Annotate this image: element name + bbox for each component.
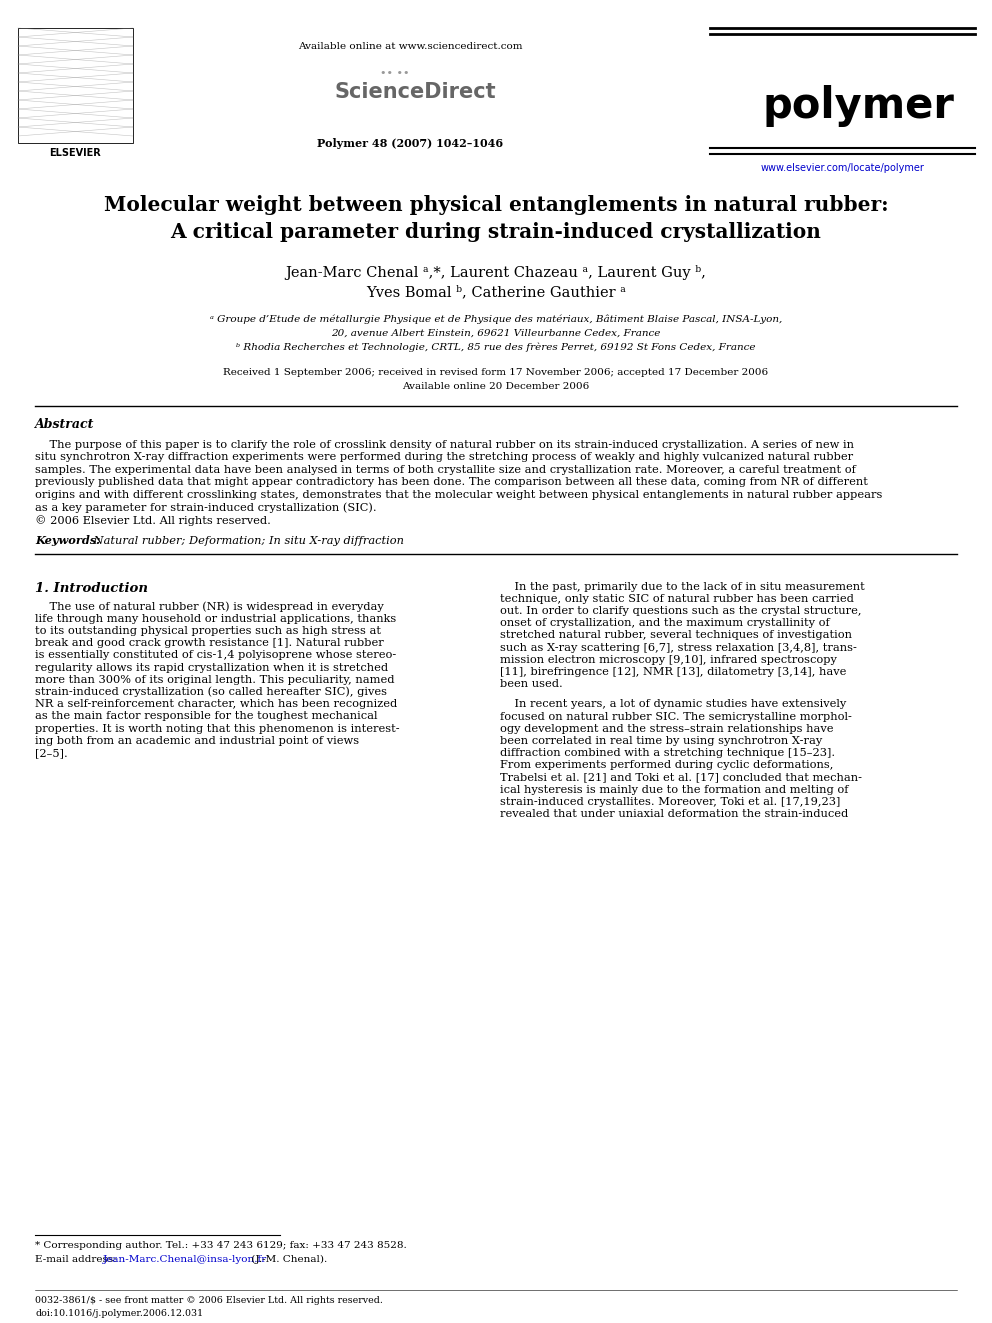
Text: previously published data that might appear contradictory has been done. The com: previously published data that might app… bbox=[35, 478, 868, 487]
Text: been used.: been used. bbox=[500, 679, 562, 689]
Text: regularity allows its rapid crystallization when it is stretched: regularity allows its rapid crystallizat… bbox=[35, 663, 388, 672]
Text: been correlated in real time by using synchrotron X-ray: been correlated in real time by using sy… bbox=[500, 736, 822, 746]
Text: samples. The experimental data have been analysed in terms of both crystallite s: samples. The experimental data have been… bbox=[35, 464, 856, 475]
Text: Yves Bomal ᵇ, Catherine Gauthier ᵃ: Yves Bomal ᵇ, Catherine Gauthier ᵃ bbox=[366, 284, 626, 299]
Text: ᵇ Rhodia Recherches et Technologie, CRTL, 85 rue des frères Perret, 69192 St Fon: ᵇ Rhodia Recherches et Technologie, CRTL… bbox=[236, 343, 756, 352]
Text: ical hysteresis is mainly due to the formation and melting of: ical hysteresis is mainly due to the for… bbox=[500, 785, 848, 795]
Text: www.elsevier.com/locate/polymer: www.elsevier.com/locate/polymer bbox=[761, 163, 925, 173]
Text: focused on natural rubber SIC. The semicrystalline morphol-: focused on natural rubber SIC. The semic… bbox=[500, 712, 852, 721]
Text: polymer: polymer bbox=[762, 85, 954, 127]
Text: mission electron microscopy [9,10], infrared spectroscopy: mission electron microscopy [9,10], infr… bbox=[500, 655, 837, 664]
Text: onset of crystallization, and the maximum crystallinity of: onset of crystallization, and the maximu… bbox=[500, 618, 829, 628]
Text: 1. Introduction: 1. Introduction bbox=[35, 582, 148, 594]
Bar bbox=[18, 28, 133, 143]
Text: Trabelsi et al. [21] and Toki et al. [17] concluded that mechan-: Trabelsi et al. [21] and Toki et al. [17… bbox=[500, 773, 862, 782]
Text: Available online 20 December 2006: Available online 20 December 2006 bbox=[403, 382, 589, 392]
Text: Molecular weight between physical entanglements in natural rubber:: Molecular weight between physical entang… bbox=[104, 194, 888, 216]
Text: as the main factor responsible for the toughest mechanical: as the main factor responsible for the t… bbox=[35, 712, 378, 721]
Text: properties. It is worth noting that this phenomenon is interest-: properties. It is worth noting that this… bbox=[35, 724, 400, 733]
Text: © 2006 Elsevier Ltd. All rights reserved.: © 2006 Elsevier Ltd. All rights reserved… bbox=[35, 515, 271, 525]
Text: more than 300% of its original length. This peculiarity, named: more than 300% of its original length. T… bbox=[35, 675, 395, 685]
Text: (J.-M. Chenal).: (J.-M. Chenal). bbox=[248, 1256, 327, 1263]
Text: ScienceDirect: ScienceDirect bbox=[334, 82, 496, 102]
Text: as a key parameter for strain-induced crystallization (SIC).: as a key parameter for strain-induced cr… bbox=[35, 503, 377, 513]
Text: From experiments performed during cyclic deformations,: From experiments performed during cyclic… bbox=[500, 761, 833, 770]
Text: 0032-3861/$ - see front matter © 2006 Elsevier Ltd. All rights reserved.: 0032-3861/$ - see front matter © 2006 El… bbox=[35, 1297, 383, 1304]
Text: Keywords:: Keywords: bbox=[35, 536, 100, 546]
Text: ogy development and the stress–strain relationships have: ogy development and the stress–strain re… bbox=[500, 724, 833, 734]
Text: Received 1 September 2006; received in revised form 17 November 2006; accepted 1: Received 1 September 2006; received in r… bbox=[223, 368, 769, 377]
Text: stretched natural rubber, several techniques of investigation: stretched natural rubber, several techni… bbox=[500, 630, 852, 640]
Text: •• ••: •• •• bbox=[380, 67, 410, 78]
Text: * Corresponding author. Tel.: +33 47 243 6129; fax: +33 47 243 8528.: * Corresponding author. Tel.: +33 47 243… bbox=[35, 1241, 407, 1250]
Text: 20, avenue Albert Einstein, 69621 Villeurbanne Cedex, France: 20, avenue Albert Einstein, 69621 Villeu… bbox=[331, 329, 661, 337]
Text: In the past, primarily due to the lack of in situ measurement: In the past, primarily due to the lack o… bbox=[500, 582, 865, 591]
Text: NR a self-reinforcement character, which has been recognized: NR a self-reinforcement character, which… bbox=[35, 699, 397, 709]
Text: strain-induced crystallites. Moreover, Toki et al. [17,19,23]: strain-induced crystallites. Moreover, T… bbox=[500, 796, 840, 807]
Text: [2–5].: [2–5]. bbox=[35, 747, 67, 758]
Text: The use of natural rubber (NR) is widespread in everyday: The use of natural rubber (NR) is widesp… bbox=[35, 602, 384, 613]
Text: life through many household or industrial applications, thanks: life through many household or industria… bbox=[35, 614, 396, 623]
Text: technique, only static SIC of natural rubber has been carried: technique, only static SIC of natural ru… bbox=[500, 594, 854, 603]
Text: ELSEVIER: ELSEVIER bbox=[50, 148, 101, 157]
Text: out. In order to clarify questions such as the crystal structure,: out. In order to clarify questions such … bbox=[500, 606, 861, 617]
Text: Natural rubber; Deformation; In situ X-ray diffraction: Natural rubber; Deformation; In situ X-r… bbox=[90, 536, 404, 545]
Text: In recent years, a lot of dynamic studies have extensively: In recent years, a lot of dynamic studie… bbox=[500, 700, 846, 709]
Text: revealed that under uniaxial deformation the strain-induced: revealed that under uniaxial deformation… bbox=[500, 810, 848, 819]
Text: origins and with different crosslinking states, demonstrates that the molecular : origins and with different crosslinking … bbox=[35, 490, 882, 500]
Text: The purpose of this paper is to clarify the role of crosslink density of natural: The purpose of this paper is to clarify … bbox=[35, 441, 854, 450]
Text: ᵃ Groupe d’Etude de métallurgie Physique et de Physique des matériaux, Bâtiment : ᵃ Groupe d’Etude de métallurgie Physique… bbox=[210, 315, 782, 324]
Text: A critical parameter during strain-induced crystallization: A critical parameter during strain-induc… bbox=[171, 222, 821, 242]
Text: [11], birefringence [12], NMR [13], dilatometry [3,14], have: [11], birefringence [12], NMR [13], dila… bbox=[500, 667, 846, 677]
Text: to its outstanding physical properties such as high stress at: to its outstanding physical properties s… bbox=[35, 626, 381, 636]
Text: Polymer 48 (2007) 1042–1046: Polymer 48 (2007) 1042–1046 bbox=[316, 138, 503, 149]
Text: ing both from an academic and industrial point of views: ing both from an academic and industrial… bbox=[35, 736, 359, 746]
Text: Available online at www.sciencedirect.com: Available online at www.sciencedirect.co… bbox=[298, 42, 522, 52]
Text: strain-induced crystallization (so called hereafter SIC), gives: strain-induced crystallization (so calle… bbox=[35, 687, 387, 697]
Text: E-mail address:: E-mail address: bbox=[35, 1256, 120, 1263]
Text: is essentially constituted of cis-1,4 polyisoprene whose stereo-: is essentially constituted of cis-1,4 po… bbox=[35, 651, 396, 660]
Text: Abstract: Abstract bbox=[35, 418, 94, 431]
Text: diffraction combined with a stretching technique [15–23].: diffraction combined with a stretching t… bbox=[500, 747, 835, 758]
Text: situ synchrotron X-ray diffraction experiments were performed during the stretch: situ synchrotron X-ray diffraction exper… bbox=[35, 452, 853, 463]
Text: such as X-ray scattering [6,7], stress relaxation [3,4,8], trans-: such as X-ray scattering [6,7], stress r… bbox=[500, 643, 857, 652]
Text: doi:10.1016/j.polymer.2006.12.031: doi:10.1016/j.polymer.2006.12.031 bbox=[35, 1308, 203, 1318]
Text: Jean-Marc Chenal ᵃ,*, Laurent Chazeau ᵃ, Laurent Guy ᵇ,: Jean-Marc Chenal ᵃ,*, Laurent Chazeau ᵃ,… bbox=[286, 265, 706, 280]
Text: break and good crack growth resistance [1]. Natural rubber: break and good crack growth resistance [… bbox=[35, 638, 384, 648]
Text: Jean-Marc.Chenal@insa-lyon.fr: Jean-Marc.Chenal@insa-lyon.fr bbox=[103, 1256, 267, 1263]
